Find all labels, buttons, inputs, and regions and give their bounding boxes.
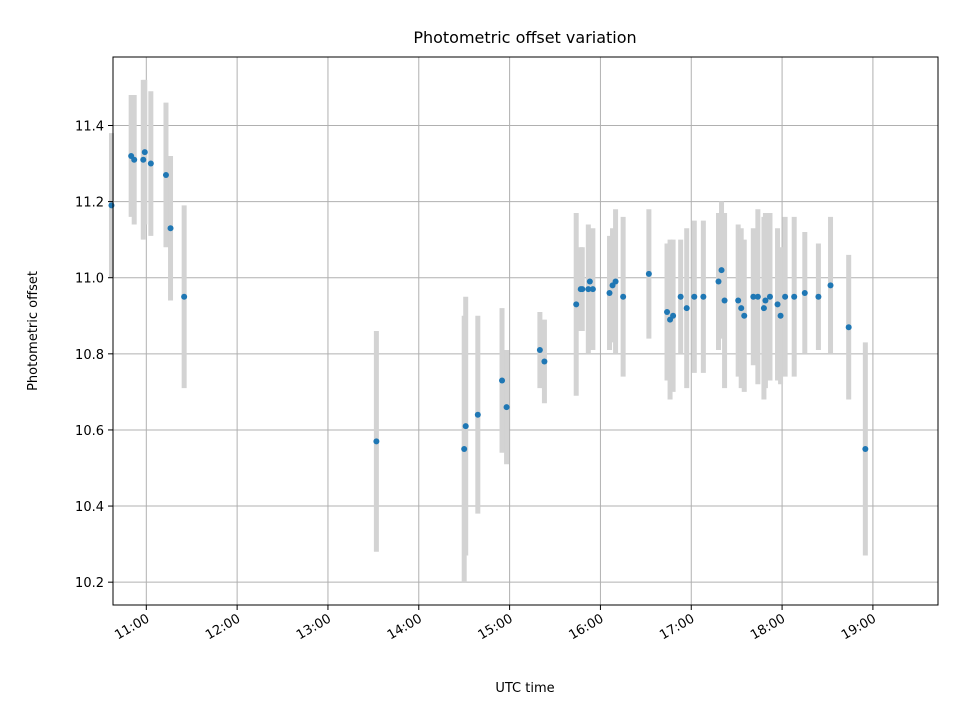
data-point <box>167 225 174 232</box>
data-point <box>782 293 789 300</box>
data-point <box>750 293 757 300</box>
data-point <box>670 312 677 319</box>
data-point <box>606 289 613 296</box>
data-point <box>462 423 469 430</box>
data-point <box>760 305 767 312</box>
data-point <box>147 160 154 167</box>
y-tick-label: 11.0 <box>75 272 104 287</box>
plot-area-frame <box>112 56 939 606</box>
data-point <box>373 438 380 445</box>
y-tick-label: 10.2 <box>75 576 104 591</box>
y-axis-label: Photometric offset <box>26 271 41 391</box>
data-point <box>845 324 852 331</box>
grid <box>113 57 938 605</box>
data-point <box>721 297 728 304</box>
data-point <box>461 445 468 452</box>
data-point <box>108 202 115 209</box>
data-point <box>620 293 627 300</box>
data-point <box>754 293 761 300</box>
data-point <box>677 293 684 300</box>
data-point <box>612 278 619 285</box>
data-point <box>140 156 147 163</box>
y-tick-label: 10.4 <box>75 500 104 515</box>
data-point <box>585 286 592 293</box>
data-point <box>573 301 580 308</box>
y-axis-ticks: 10.2 10.4 10.6 10.8 11.0 11.2 11.4 <box>75 120 113 591</box>
data-points <box>108 149 869 452</box>
data-point <box>664 308 671 315</box>
data-point <box>162 171 169 178</box>
data-point <box>718 267 725 274</box>
data-point <box>579 286 586 293</box>
data-point <box>738 305 745 312</box>
data-point <box>499 377 506 384</box>
data-point <box>774 301 781 308</box>
data-point <box>791 293 798 300</box>
y-tick-label: 11.4 <box>75 120 104 135</box>
data-point <box>815 293 822 300</box>
data-point <box>536 347 543 354</box>
chart-title: Photometric offset variation <box>413 28 636 47</box>
data-point <box>827 282 834 289</box>
data-point <box>683 305 690 312</box>
y-tick-label: 10.8 <box>75 348 104 363</box>
data-point <box>141 149 148 156</box>
data-point <box>645 270 652 277</box>
data-point <box>541 358 548 365</box>
data-point <box>762 297 769 304</box>
data-point <box>862 445 869 452</box>
data-point <box>181 293 188 300</box>
data-point <box>777 312 784 319</box>
data-point <box>131 156 138 163</box>
data-point <box>503 404 510 411</box>
data-point <box>589 286 596 293</box>
data-point <box>766 293 773 300</box>
x-axis-label: UTC time <box>495 681 554 696</box>
y-tick-label: 11.2 <box>75 196 104 211</box>
data-point <box>700 293 707 300</box>
data-point <box>715 278 722 285</box>
data-point <box>474 411 481 418</box>
data-point <box>741 312 748 319</box>
data-point <box>735 297 742 304</box>
data-point <box>691 293 698 300</box>
y-tick-label: 10.6 <box>75 424 104 439</box>
data-point <box>586 278 593 285</box>
data-point <box>801 289 808 296</box>
